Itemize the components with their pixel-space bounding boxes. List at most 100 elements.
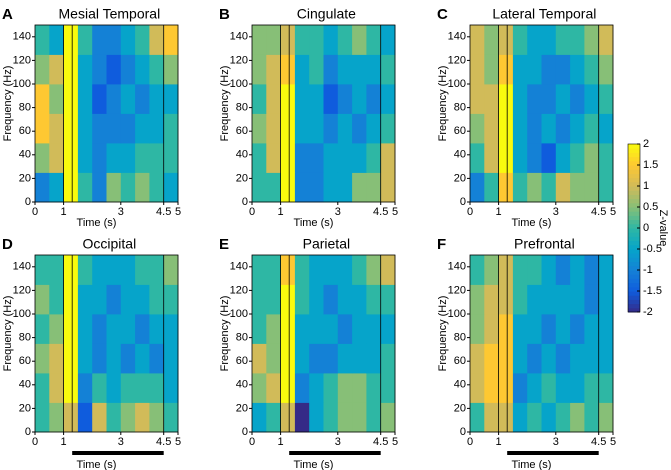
heat-cell — [63, 172, 79, 203]
heat-cell — [352, 172, 367, 203]
x-tick-label: 0 — [467, 436, 473, 448]
heat-cell — [541, 373, 557, 403]
heat-cell — [598, 172, 614, 203]
heat-cell — [252, 373, 267, 403]
heat-cell — [484, 143, 499, 173]
heat-cell — [163, 25, 179, 55]
heat-cell — [598, 343, 614, 374]
heat-cell — [163, 54, 179, 85]
heat-cell — [135, 343, 150, 374]
x-axis-label: Time (s) — [294, 459, 334, 470]
heat-cell — [337, 373, 353, 403]
heat-cell — [77, 172, 93, 203]
heat-cell — [498, 343, 514, 374]
heat-cell — [323, 84, 339, 114]
heat-cell — [570, 343, 585, 374]
y-tick-label: 120 — [448, 54, 466, 66]
heat-cell — [498, 402, 514, 433]
heat-cell — [309, 84, 324, 114]
y-tick-label: 140 — [13, 261, 31, 273]
heat-cell — [309, 373, 324, 403]
heat-cell — [598, 84, 614, 114]
heat-cell — [252, 84, 267, 114]
heat-cell — [49, 172, 64, 203]
x-tick-label: 3 — [118, 206, 124, 218]
heat-cell — [352, 255, 367, 285]
heat-cell — [484, 25, 499, 55]
heat-cell — [337, 54, 353, 85]
heat-cell — [149, 402, 165, 433]
heat-cell — [323, 314, 339, 344]
heat-cell — [366, 343, 382, 374]
heat-cell — [555, 25, 571, 55]
heat-cell — [512, 402, 528, 433]
heat-cell — [570, 284, 585, 315]
y-tick-label: 0 — [242, 426, 248, 438]
heat-cell — [252, 402, 267, 433]
heat-cell — [555, 314, 571, 344]
heat-cell — [309, 113, 324, 144]
y-tick-label: 140 — [230, 31, 248, 43]
heat-cell — [366, 314, 382, 344]
heat-cell — [266, 54, 281, 85]
y-axis-label: Frequency (Hz) — [437, 66, 449, 142]
x-tick-label: 0 — [32, 206, 38, 218]
y-tick-label: 80 — [454, 102, 466, 114]
heat-cell — [527, 54, 542, 85]
heat-cell — [149, 172, 165, 203]
heat-cell — [106, 172, 122, 203]
heat-cell — [323, 25, 339, 55]
colorbar-tick-label: 2 — [643, 138, 649, 150]
colorbar-swatch — [628, 207, 640, 212]
heat-cell — [541, 54, 557, 85]
heat-cell — [527, 284, 542, 315]
panel: 0 20 40 60 80 100 120 140 0 1 3 4.5 5 Time (s) Frequen… — [2, 236, 181, 470]
heat-cell — [309, 402, 324, 433]
y-axis-label: Frequency (Hz) — [2, 296, 14, 372]
panel-letter: F — [437, 236, 446, 253]
heat-cell — [35, 113, 50, 144]
heat-cell — [570, 172, 585, 203]
heat-cell — [106, 25, 122, 55]
heat-cell — [512, 172, 528, 203]
heat-cell — [366, 402, 382, 433]
heat-cell — [135, 25, 150, 55]
heat-cell — [106, 373, 122, 403]
heat-cell — [120, 314, 136, 344]
x-tick-label: 3 — [553, 436, 559, 448]
heat-cell — [92, 314, 107, 344]
heat-cell — [163, 255, 179, 285]
heat-cell — [352, 25, 367, 55]
heat-cell — [294, 343, 310, 374]
y-tick-label: 100 — [448, 78, 466, 90]
heat-cell — [512, 54, 528, 85]
heat-cell — [106, 54, 122, 85]
colorbar-swatch — [628, 278, 640, 284]
heat-cell — [309, 284, 324, 315]
x-tick-label: 0 — [249, 206, 255, 218]
colorbar-tick-label: 1.5 — [643, 159, 658, 171]
x-tick-label: 4.5 — [156, 436, 171, 448]
heat-cell — [49, 373, 64, 403]
heat-cell — [470, 172, 485, 203]
heat-cell — [309, 54, 324, 85]
heat-cell — [541, 314, 557, 344]
y-tick-label: 20 — [19, 172, 31, 184]
heat-cell — [470, 113, 485, 144]
heat-cell — [106, 255, 122, 285]
heat-cell — [584, 284, 600, 315]
x-tick-label: 4.5 — [591, 206, 606, 218]
y-tick-label: 60 — [236, 125, 248, 137]
x-tick-label: 5 — [610, 206, 616, 218]
chart-title: Parietal — [303, 236, 350, 252]
heat-cell — [252, 314, 267, 344]
heat-cell — [380, 172, 396, 203]
heat-cell — [63, 84, 79, 114]
y-tick-label: 0 — [25, 196, 31, 208]
heat-cell — [541, 343, 557, 374]
heat-cell — [120, 54, 136, 85]
colorbar-swatch — [628, 190, 640, 195]
panel: 0 20 40 60 80 100 120 140 0 1 3 4.5 5 Time (s) Frequen… — [437, 6, 616, 229]
heat-cell — [323, 172, 339, 203]
heat-cell — [266, 113, 281, 144]
